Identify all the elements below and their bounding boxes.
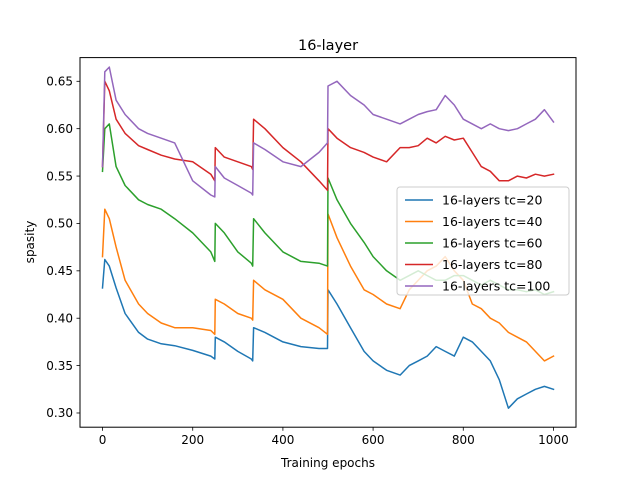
y-tick-label: 0.55 — [46, 169, 73, 183]
x-axis: 0 200 400 600 800 1000 — [99, 427, 569, 447]
y-tick-label: 0.50 — [46, 217, 73, 231]
y-axis: 0.30 0.35 0.40 0.45 0.50 0.55 0.60 0.65 — [46, 74, 80, 420]
x-tick-label: 200 — [181, 433, 204, 447]
legend-label-2: 16-layers tc=60 — [442, 236, 542, 251]
x-tick-label: 400 — [271, 433, 294, 447]
x-tick-label: 0 — [99, 433, 107, 447]
y-tick-label: 0.35 — [46, 359, 73, 373]
y-tick-label: 0.30 — [46, 406, 73, 420]
legend-label-4: 16-layers tc=100 — [442, 279, 550, 294]
y-tick-label: 0.65 — [46, 74, 73, 88]
legend-label-0: 16-layers tc=20 — [442, 193, 542, 208]
legend-box — [396, 186, 570, 296]
legend-label-3: 16-layers tc=80 — [442, 257, 542, 272]
x-tick-label: 600 — [362, 433, 385, 447]
x-axis-label: Training epochs — [280, 456, 375, 470]
y-axis-label: spasity — [23, 221, 37, 264]
legend: 16-layers tc=20 16-layers tc=40 16-layers … — [396, 186, 570, 296]
series-line-4 — [101, 66, 555, 198]
y-tick-label: 0.40 — [46, 311, 73, 325]
legend-entries: 16-layers tc=20 16-layers tc=40 16-layers … — [405, 193, 550, 294]
x-tick-label: 1000 — [538, 433, 569, 447]
legend-label-1: 16-layers tc=40 — [442, 214, 542, 229]
x-tick-label: 800 — [452, 433, 475, 447]
chart-title: 16-layer — [298, 38, 358, 54]
plot-frame — [79, 57, 577, 428]
y-tick-label: 0.60 — [46, 122, 73, 136]
y-tick-label: 0.45 — [46, 264, 73, 278]
